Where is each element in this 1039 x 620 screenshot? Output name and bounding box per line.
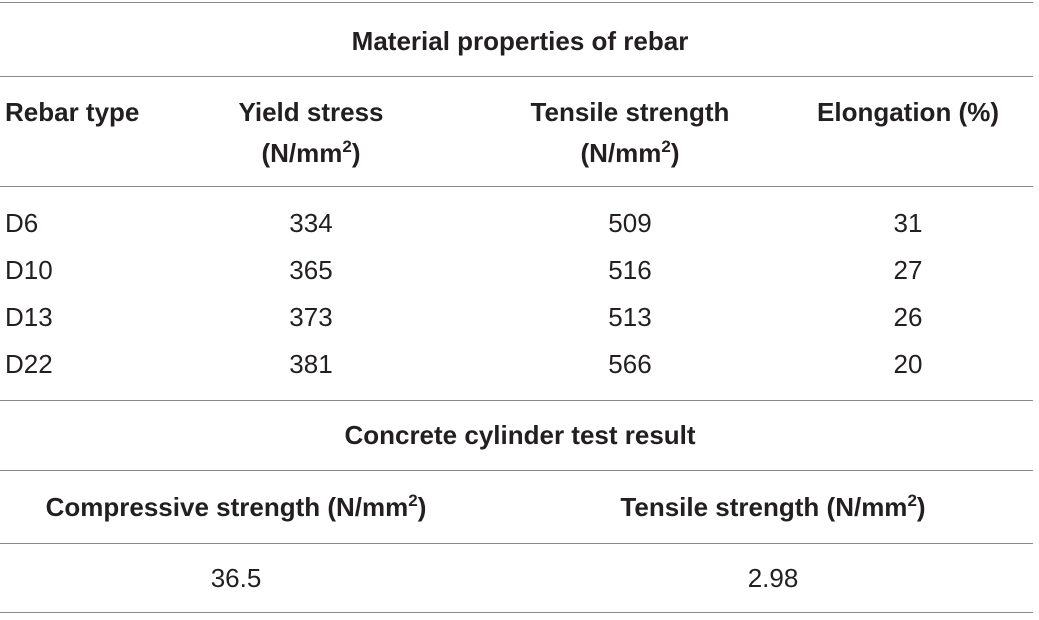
cell-rebar-type: D10: [5, 255, 53, 285]
cell-elongation: 20: [893, 349, 923, 379]
cell-tensile-strength: 566: [608, 349, 652, 379]
top-rule: [0, 2, 1033, 3]
cell-concrete-tensile-strength: 2.98: [747, 563, 799, 593]
header-tensile-strength-unit: (N/mm2): [580, 137, 680, 168]
cell-elongation: 31: [893, 208, 923, 238]
header-compressive-strength: Compressive strength (N/mm2): [45, 491, 427, 522]
header-rebar-type: Rebar type: [5, 97, 140, 127]
cell-tensile-strength: 516: [608, 255, 652, 285]
cell-tensile-strength: 513: [608, 302, 652, 332]
cell-yield-stress: 334: [289, 208, 333, 238]
rebar-table-title: Material properties of rebar: [351, 26, 689, 56]
cell-elongation: 26: [893, 302, 923, 332]
concrete-header-rule: [0, 543, 1033, 544]
header-yield-stress: Yield stress: [238, 97, 384, 127]
cell-yield-stress: 373: [289, 302, 333, 332]
concrete-title-rule: [0, 470, 1033, 471]
title-rule: [0, 76, 1033, 77]
header-yield-stress-unit: (N/mm2): [261, 137, 361, 168]
section-divider-rule: [0, 400, 1033, 401]
header-concrete-tensile-strength: Tensile strength (N/mm2): [620, 491, 926, 522]
concrete-table-title: Concrete cylinder test result: [344, 420, 696, 450]
cell-elongation: 27: [893, 255, 923, 285]
cell-compressive-strength: 36.5: [210, 563, 262, 593]
header-elongation: Elongation (%): [817, 97, 999, 127]
header-tensile-strength: Tensile strength: [530, 97, 730, 127]
cell-rebar-type: D13: [5, 302, 53, 332]
cell-rebar-type: D6: [5, 208, 39, 238]
bottom-rule: [0, 612, 1033, 613]
header-rule: [0, 186, 1033, 187]
cell-yield-stress: 365: [289, 255, 333, 285]
cell-yield-stress: 381: [289, 349, 333, 379]
cell-rebar-type: D22: [5, 349, 53, 379]
cell-tensile-strength: 509: [608, 208, 652, 238]
